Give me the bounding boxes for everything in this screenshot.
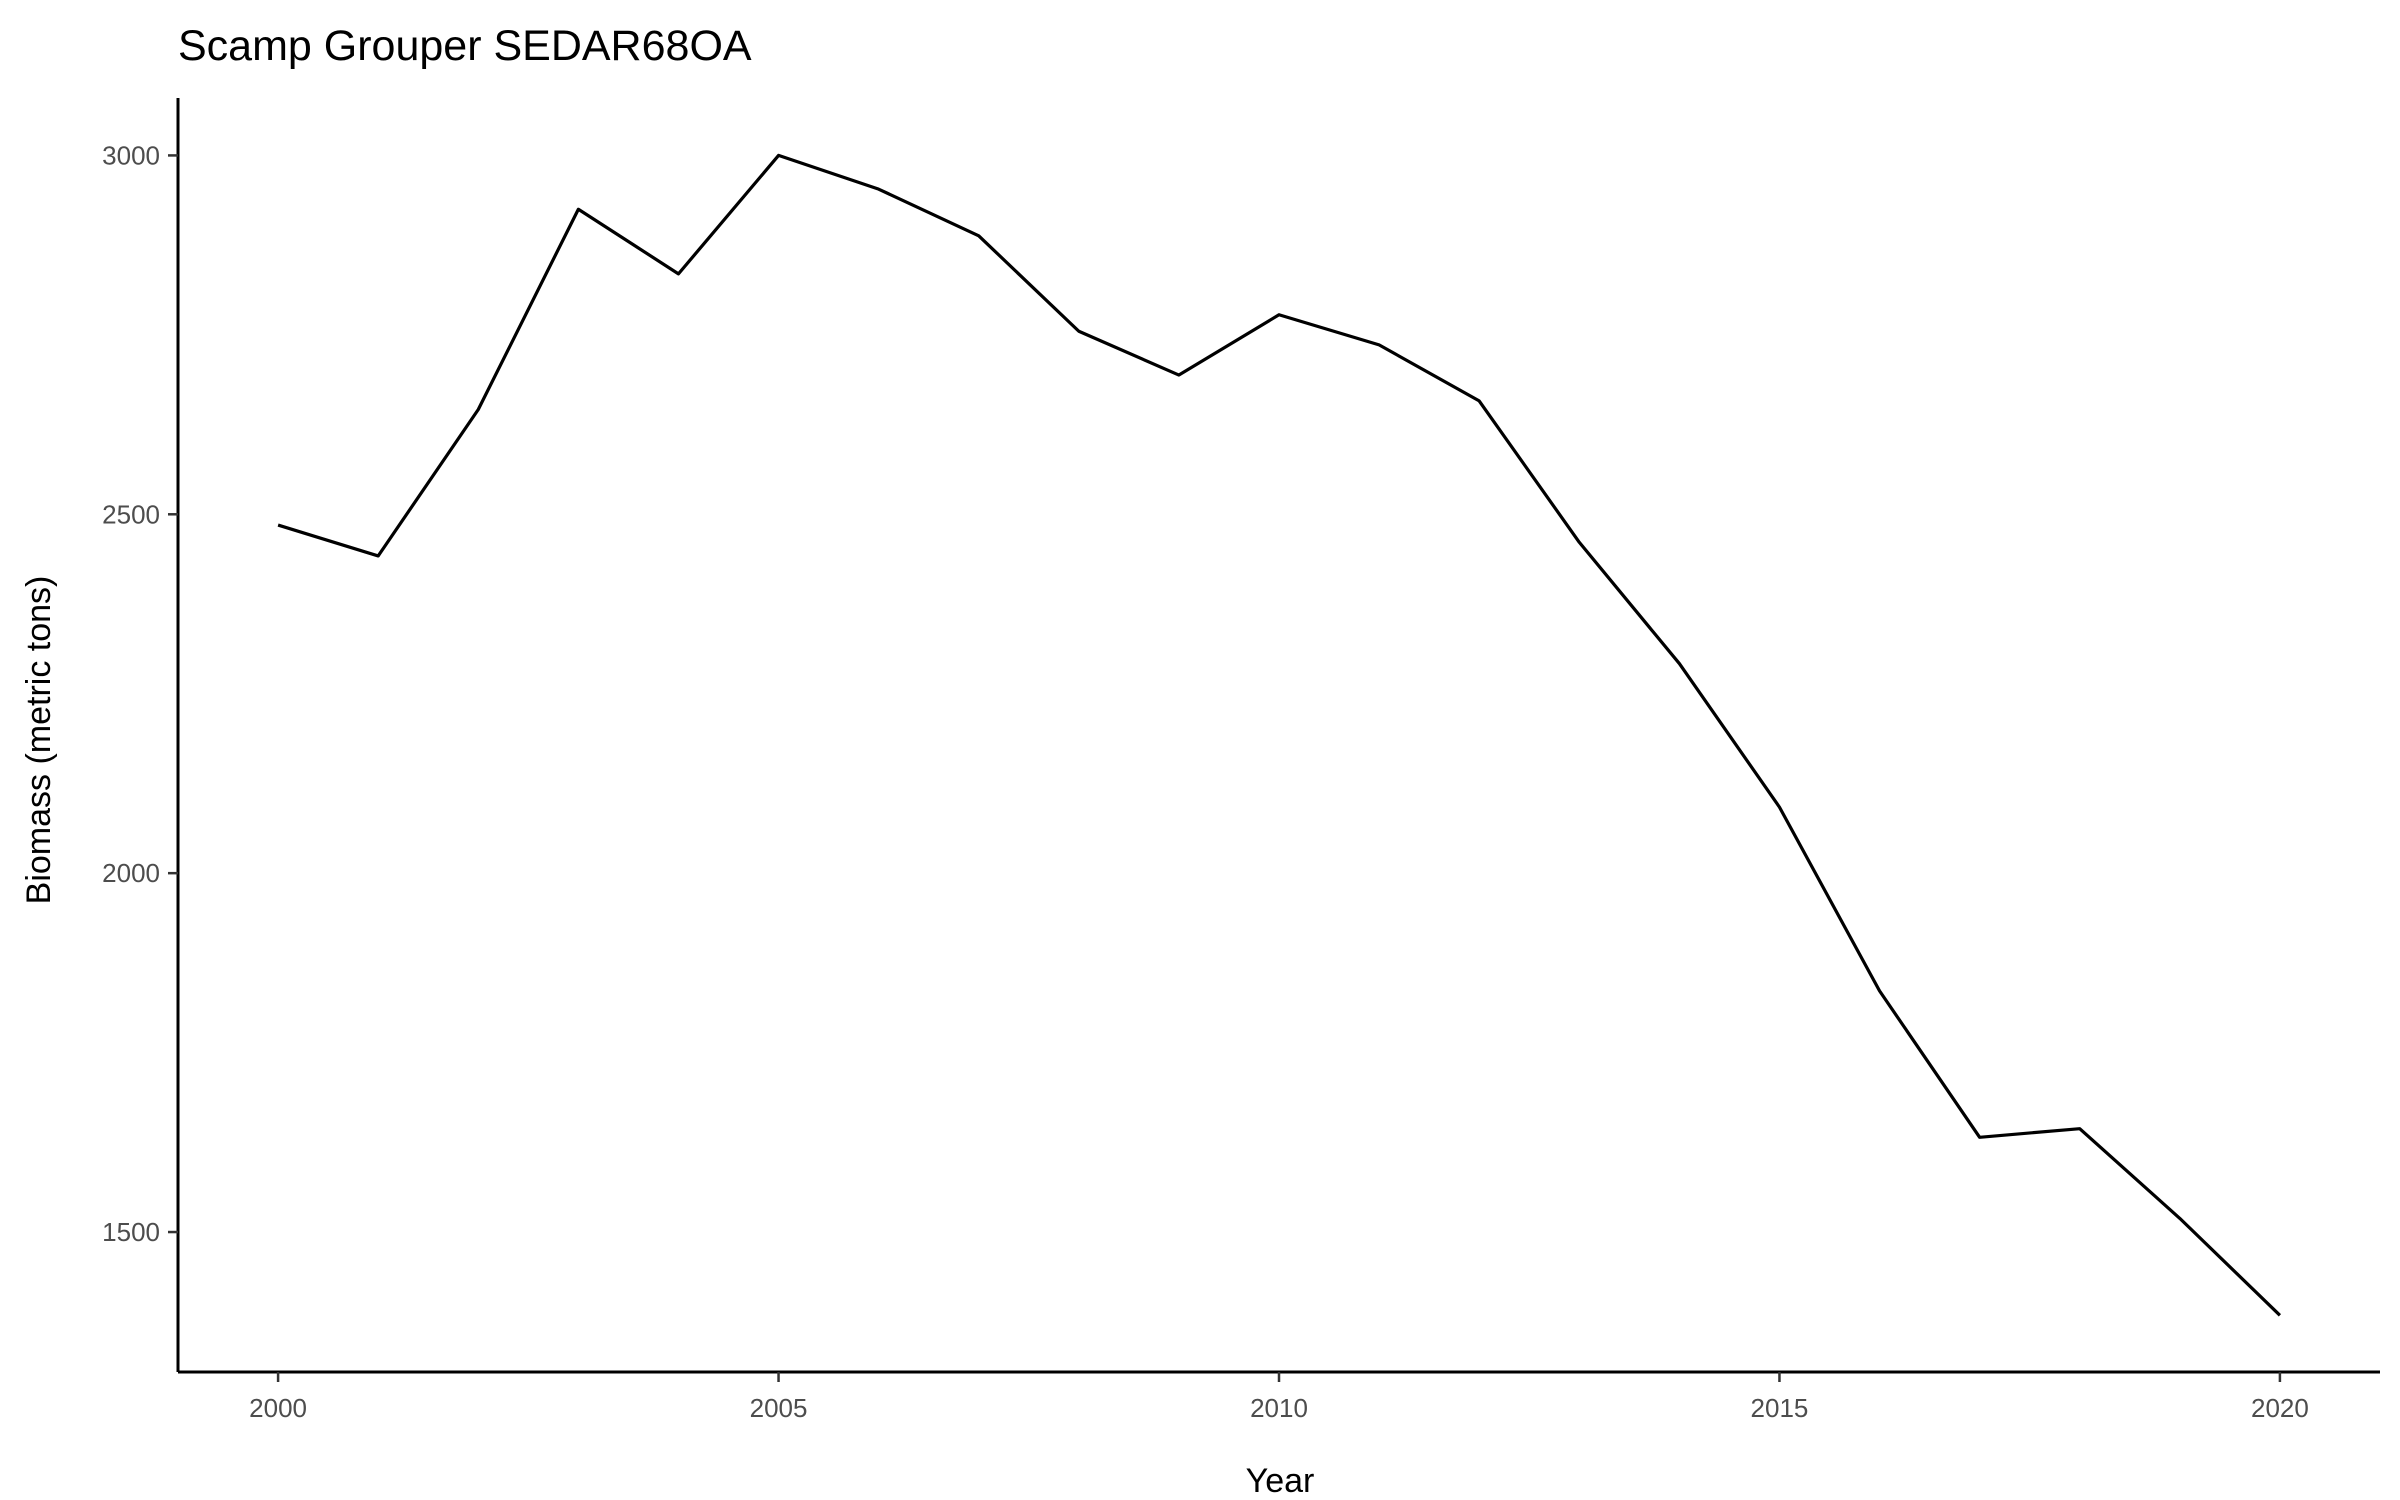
y-tick-label: 1500 xyxy=(102,1217,160,1247)
x-axis-title: Year xyxy=(1246,1462,1315,1500)
x-tick-label: 2020 xyxy=(2251,1393,2309,1423)
y-tick-label: 2500 xyxy=(102,499,160,529)
x-tick-label: 2010 xyxy=(1250,1393,1308,1423)
y-axis-title: Biomass (metric tons) xyxy=(20,576,58,905)
x-tick-label: 2005 xyxy=(750,1393,808,1423)
y-tick-label: 3000 xyxy=(102,140,160,170)
y-tick-label: 2000 xyxy=(102,858,160,888)
x-tick-label: 2015 xyxy=(1751,1393,1809,1423)
x-tick-label: 2000 xyxy=(249,1393,307,1423)
chart-title: Scamp Grouper SEDAR68OA xyxy=(178,22,752,70)
series-line xyxy=(277,153,2282,1317)
plot-area: 1500 2000 2500 3000 2000 2005 2010 2015 2020 xyxy=(102,98,2380,1423)
